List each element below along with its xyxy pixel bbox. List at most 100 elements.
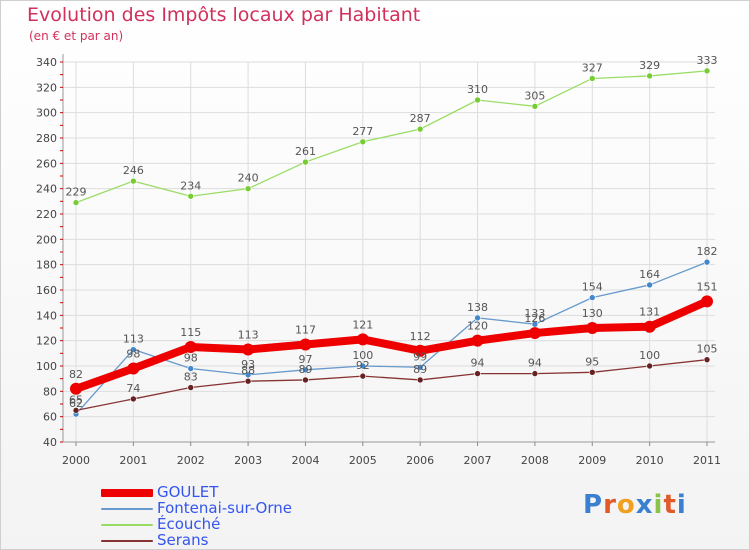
x-tick-label: 2008 — [521, 454, 549, 467]
data-label: 151 — [697, 280, 718, 293]
data-label: 121 — [352, 318, 373, 331]
series-line — [72, 297, 711, 393]
data-point — [531, 103, 539, 110]
data-label: 333 — [697, 54, 718, 67]
y-tick-label: 200 — [36, 233, 57, 246]
data-label: 94 — [471, 357, 485, 370]
data-point — [359, 362, 367, 370]
data-label: 287 — [410, 112, 431, 125]
x-tick-label: 2006 — [406, 454, 434, 467]
data-label: 277 — [352, 125, 373, 138]
data-label: 105 — [697, 343, 718, 356]
data-point — [588, 294, 596, 301]
x-tick-label: 2001 — [119, 454, 147, 467]
data-point — [359, 138, 367, 146]
data-point — [416, 125, 424, 133]
data-label: 229 — [66, 186, 87, 199]
data-point — [356, 333, 369, 346]
x-tick-label: 2000 — [62, 454, 90, 467]
data-label: 89 — [413, 363, 427, 376]
y-tick-label: 60 — [43, 411, 57, 424]
logo-letter: r — [603, 490, 617, 520]
data-point — [302, 366, 309, 374]
x-tick-label: 2002 — [177, 454, 205, 467]
data-label: 327 — [582, 61, 603, 74]
legend-item: GOULET — [101, 483, 361, 501]
y-tick-label: 80 — [43, 385, 57, 398]
data-label: 164 — [639, 268, 660, 281]
data-label: 120 — [467, 320, 488, 333]
series-line — [75, 261, 708, 415]
data-point — [244, 185, 252, 192]
data-point — [130, 177, 137, 185]
data-point — [471, 334, 484, 347]
logo-letter: x — [635, 490, 654, 520]
data-label: 100 — [639, 349, 660, 362]
data-point — [130, 346, 137, 353]
data-point — [646, 362, 653, 370]
data-label: 112 — [410, 330, 431, 343]
data-label: 89 — [298, 363, 312, 376]
data-point — [531, 370, 539, 377]
data-point — [187, 365, 195, 372]
data-label: 82 — [69, 368, 83, 381]
legend-label: GOULET — [157, 483, 219, 501]
data-label: 113 — [238, 329, 259, 342]
data-label: 240 — [238, 172, 259, 185]
chart-title: Evolution des Impôts locaux par Habitant — [27, 4, 421, 26]
data-label: 133 — [524, 307, 545, 320]
data-label: 113 — [123, 333, 144, 346]
data-point — [588, 369, 596, 376]
data-point — [416, 363, 424, 371]
y-tick-label: 140 — [36, 309, 57, 322]
data-point — [359, 372, 367, 380]
y-tick-label: 280 — [36, 132, 57, 145]
y-tick-label: 340 — [36, 56, 57, 69]
data-label: 83 — [184, 371, 198, 384]
data-label: 182 — [697, 245, 718, 258]
x-tick-label: 2003 — [234, 454, 262, 467]
data-label: 65 — [69, 393, 83, 406]
data-point — [701, 295, 713, 308]
y-tick-label: 160 — [36, 284, 57, 297]
x-tick-label: 2004 — [291, 454, 319, 467]
logo-letter: i — [676, 490, 687, 520]
data-point — [302, 376, 309, 384]
legend-item: Serans — [101, 531, 361, 549]
logo-letter: t — [663, 490, 677, 520]
data-label: 92 — [356, 359, 370, 372]
data-label: 130 — [582, 307, 603, 320]
data-point — [414, 344, 427, 357]
y-tick-label: 220 — [36, 208, 57, 221]
chart-subtitle: (en € et par an) — [29, 29, 124, 43]
legend-label: Écouché — [157, 515, 221, 533]
data-point — [586, 322, 599, 334]
data-label: 329 — [639, 59, 660, 72]
data-point — [187, 384, 195, 391]
data-label: 117 — [295, 323, 316, 336]
data-label: 95 — [585, 355, 599, 368]
data-point — [703, 356, 711, 363]
logo-letter: P — [583, 490, 604, 520]
y-tick-label: 40 — [43, 436, 57, 449]
data-point — [703, 258, 711, 266]
x-tick-label: 2010 — [636, 454, 664, 467]
data-label: 115 — [180, 326, 201, 339]
data-label: 74 — [126, 382, 140, 395]
data-label: 261 — [295, 145, 316, 158]
data-label: 88 — [241, 364, 255, 377]
data-point — [646, 72, 653, 80]
data-label: 100 — [352, 349, 373, 362]
data-label: 93 — [241, 358, 255, 371]
x-tick-label: 2007 — [464, 454, 492, 467]
data-label: 131 — [639, 306, 660, 319]
data-label: 154 — [582, 281, 603, 294]
data-label: 98 — [126, 348, 140, 361]
y-tick-label: 100 — [36, 360, 57, 373]
data-point — [646, 281, 653, 289]
series-line — [75, 70, 708, 204]
legend-swatch — [101, 540, 153, 542]
y-tick-label: 240 — [36, 183, 57, 196]
